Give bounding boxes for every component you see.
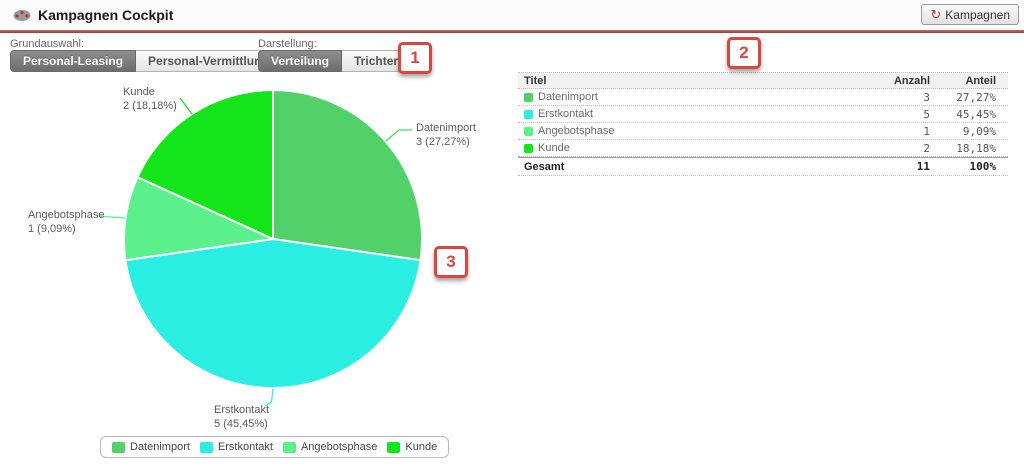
header-divider <box>0 30 1024 33</box>
row-title-cell: Kunde <box>524 142 868 154</box>
pie-label-erstkontakt: Erstkontakt 5 (45,45%) <box>214 403 269 431</box>
annotation-badge-2: 2 <box>727 37 761 69</box>
legend-item-label: Kunde <box>405 441 438 453</box>
annotation-badge-3: 3 <box>434 246 468 278</box>
pie-label-kunde-name: Kunde <box>123 86 155 98</box>
campaign-cockpit-icon <box>12 7 32 22</box>
pie-label-angebotsphase-name: Angebotsphase <box>28 209 105 221</box>
column-header-anteil: Anteil <box>965 74 996 87</box>
pie-label-datenimport-value: 3 (27,27%) <box>416 136 470 148</box>
legend-item-label: Erstkontakt <box>217 441 273 453</box>
pie-leader-angebotsphase <box>96 215 126 219</box>
pie-slice-erstkontakt[interactable] <box>124 238 422 390</box>
table-row: Datenimport 3 27,27% <box>518 89 1008 106</box>
row-anteil: 9,09% <box>962 124 996 138</box>
pie-leader-datenimport <box>385 129 412 142</box>
trichter-button[interactable]: Trichter <box>342 50 412 72</box>
column-header-titel: Titel <box>524 74 547 87</box>
row-anteil: 18,18% <box>956 141 996 155</box>
row-title-cell: Angebotsphase <box>524 125 868 137</box>
column-header-anzahl: Anzahl <box>893 74 930 87</box>
legend-item-label: Datenimport <box>130 441 190 453</box>
annotation-badge-1: 1 <box>398 42 432 74</box>
table-row: Erstkontakt 5 45,45% <box>518 106 1008 123</box>
refresh-icon: ↻ <box>930 7 942 22</box>
legend-item-label: Angebotsphase <box>300 441 378 453</box>
table-body: Datenimport 3 27,27% Erstkontakt 5 45,45% Ange… <box>518 89 1008 157</box>
row-title: Erstkontakt <box>538 108 594 120</box>
table-footer-row: Gesamt 11 100% <box>518 157 1008 176</box>
row-title: Angebotsphase <box>538 125 615 137</box>
pie-label-datenimport: Datenimport 3 (27,27%) <box>416 121 476 149</box>
legend-item-angebotsphase[interactable]: Angebotsphase <box>282 441 378 453</box>
row-title: Datenimport <box>538 91 598 103</box>
pie-label-angebotsphase-value: 1 (9,09%) <box>28 223 76 235</box>
row-swatch-icon <box>524 92 533 102</box>
header: Kampagnen Cockpit ↻ Kampagnen <box>0 0 1024 30</box>
refresh-button-label: Kampagnen <box>945 7 1010 22</box>
row-swatch-icon <box>524 143 533 153</box>
row-anzahl: 2 <box>923 141 930 155</box>
pie-label-erstkontakt-name: Erstkontakt <box>214 404 270 416</box>
grundauswahl-label: Grundauswahl: <box>10 38 84 50</box>
row-anteil: 45,45% <box>956 107 996 121</box>
kampagnen-refresh-button[interactable]: ↻ Kampagnen <box>921 4 1019 25</box>
darstellung-group: Verteilung Trichter <box>258 50 412 72</box>
table-header: Titel Anzahl Anteil <box>518 72 1008 89</box>
page-title: Kampagnen Cockpit <box>38 7 174 23</box>
legend-swatch-icon <box>387 441 401 453</box>
personal-vermittlung-button[interactable]: Personal-Vermittlung <box>136 50 282 72</box>
row-anteil: 27,27% <box>956 90 996 104</box>
table-row: Kunde 2 18,18% <box>518 140 1008 157</box>
verteilung-button[interactable]: Verteilung <box>258 50 343 72</box>
row-title-cell: Datenimport <box>524 91 868 103</box>
pie-slice-kunde[interactable] <box>136 89 274 240</box>
darstellung-label: Darstellung: <box>258 38 317 50</box>
pie-slice-datenimport[interactable] <box>272 89 424 262</box>
legend-swatch-icon <box>112 441 125 453</box>
legend-item-erstkontakt[interactable]: Erstkontakt <box>199 441 273 453</box>
pie-slice-angebotsphase[interactable] <box>123 176 274 262</box>
row-anzahl: 5 <box>923 107 930 121</box>
row-swatch-icon <box>524 109 533 119</box>
row-title-cell: Erstkontakt <box>524 108 868 120</box>
row-anzahl: 1 <box>923 124 930 138</box>
legend-swatch-icon <box>282 441 296 453</box>
personal-leasing-button[interactable]: Personal-Leasing <box>10 50 137 72</box>
legend-item-kunde[interactable]: Kunde <box>387 441 437 453</box>
footer-anzahl: 11 <box>916 160 930 173</box>
pie-label-kunde: Kunde 2 (18,18%) <box>123 85 177 113</box>
pie-label-datenimport-name: Datenimport <box>416 122 476 134</box>
pie-label-erstkontakt-value: 5 (45,45%) <box>214 418 268 430</box>
pie-leader-kunde <box>179 97 193 115</box>
legend: Datenimport Erstkontakt Angebotsphase Kunde <box>100 436 450 458</box>
table-row: Angebotsphase 1 9,09% <box>518 123 1008 140</box>
legend-swatch-icon <box>199 441 213 453</box>
row-swatch-icon <box>524 126 533 136</box>
grundauswahl-group: Personal-Leasing Personal-Vermittlung <box>10 50 282 72</box>
pie-label-angebotsphase: Angebotsphase 1 (9,09%) <box>28 208 104 236</box>
footer-title: Gesamt <box>524 160 565 173</box>
pie-leader-erstkontakt <box>264 388 274 407</box>
campaign-table: Titel Anzahl Anteil Datenimport 3 27,27% Er… <box>518 72 1008 176</box>
footer-anteil: 100% <box>969 160 997 173</box>
pie-label-kunde-value: 2 (18,18%) <box>123 100 177 112</box>
row-anzahl: 3 <box>923 90 930 104</box>
legend-item-datenimport[interactable]: Datenimport <box>112 441 190 453</box>
row-title: Kunde <box>538 142 570 154</box>
